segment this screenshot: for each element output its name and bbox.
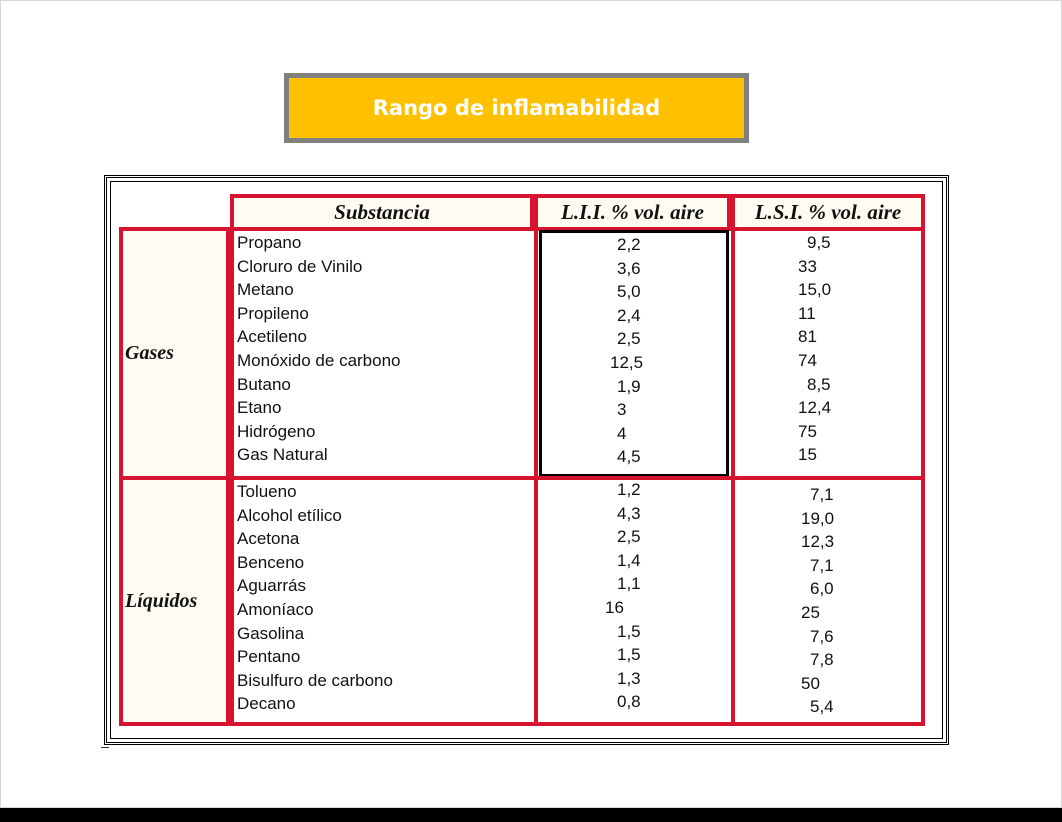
- liquidos-lii-column: 1,2 4,3 2,5 1,4 1,1 16 1,5 1,5 1,3 0,8: [605, 478, 641, 714]
- bottom-bar: [0, 808, 1062, 822]
- lsi-value: 6,0: [810, 579, 834, 599]
- group-label-gases: Gases: [119, 227, 230, 480]
- lii-value: 4: [617, 423, 627, 443]
- lsi-value: 50: [801, 673, 820, 693]
- slide-title: Rango de inflamabilidad: [372, 96, 661, 120]
- lii-value: 3: [617, 400, 627, 420]
- substance-name: Monóxido de carbono: [237, 350, 401, 370]
- lii-value: 1,4: [617, 550, 641, 570]
- header-substance: Substancia: [230, 194, 534, 231]
- lii-value: 2,2: [617, 235, 641, 254]
- gases-lsi-column: 9,5 33 15,0 11 81 74 8,5 12,4 75 15: [798, 231, 831, 467]
- lsi-value: 75: [798, 421, 817, 441]
- lii-value: 0,8: [617, 692, 641, 712]
- substance-name: Propano: [237, 233, 302, 252]
- liquidos-lii-cell: [534, 476, 735, 726]
- lii-value: 2,5: [617, 527, 641, 547]
- gases-substance-cell: [230, 227, 538, 480]
- substance-name: Aguarrás: [237, 576, 306, 596]
- lsi-value: 74: [798, 350, 817, 370]
- lii-value: 4,3: [617, 503, 641, 523]
- stray-tick-mark: [101, 747, 109, 748]
- lsi-value: 7,8: [810, 650, 834, 670]
- substance-name: Amoníaco: [237, 599, 314, 619]
- lsi-value: 7,1: [810, 555, 834, 575]
- lsi-value: 15,0: [798, 280, 832, 300]
- lii-value: 2,5: [617, 329, 641, 349]
- liquidos-lsi-column: 7,1 19,0 12,3 7,1 6,0 25 7,6 7,8 50 5,4: [801, 483, 834, 719]
- gases-names-column: Propano Cloruro de Vinilo Metano Propileno A…: [237, 231, 401, 467]
- lsi-value: 8,5: [807, 374, 831, 394]
- substance-name: Gas Natural: [237, 445, 328, 465]
- substance-name: Acetona: [237, 529, 300, 549]
- lii-value: 3,6: [617, 258, 641, 278]
- lsi-value: 81: [798, 327, 817, 347]
- group-liquidos-label: Líquidos: [125, 589, 198, 612]
- substance-name: Metano: [237, 280, 294, 300]
- lsi-value: 11: [798, 303, 816, 323]
- substance-name: Cloruro de Vinilo: [237, 256, 363, 276]
- lsi-value: 25: [801, 602, 820, 622]
- substance-name: Pentano: [237, 647, 301, 667]
- group-label-liquidos: Líquidos: [119, 476, 230, 726]
- header-lsi: L.S.I. % vol. aire: [731, 194, 925, 231]
- lii-value: 16: [605, 597, 624, 617]
- substance-name: Hidrógeno: [237, 421, 316, 441]
- substance-name: Etano: [237, 398, 282, 418]
- header-lii-label: L.I.I. % vol. aire: [561, 200, 704, 224]
- lsi-value: 15: [798, 445, 817, 465]
- lii-value: 1,5: [617, 621, 641, 641]
- gases-lii-inner-box: [539, 230, 729, 477]
- substance-name: Gasolina: [237, 623, 305, 643]
- lsi-value: 9,5: [807, 233, 831, 252]
- header-lsi-label: L.S.I. % vol. aire: [754, 200, 902, 224]
- gases-lsi-cell: [731, 227, 925, 480]
- lii-value: 1,2: [617, 480, 641, 499]
- lsi-value: 12,3: [801, 532, 835, 552]
- slide-title-box: Rango de inflamabilidad: [284, 73, 749, 143]
- substance-name: Butano: [237, 374, 291, 394]
- lsi-value: 19,0: [801, 508, 835, 528]
- lii-value: 1,1: [617, 574, 641, 594]
- substance-name: Alcohol etílico: [237, 505, 342, 525]
- substance-name: Propileno: [237, 303, 309, 323]
- substance-name: Tolueno: [237, 482, 297, 501]
- substance-name: Benceno: [237, 552, 305, 572]
- lii-value: 4,5: [617, 447, 641, 467]
- substance-name: Bisulfuro de carbono: [237, 670, 393, 690]
- header-lii: L.I.I. % vol. aire: [534, 194, 731, 231]
- lsi-value: 12,4: [798, 398, 832, 418]
- liquidos-names-column: Tolueno Alcohol etílico Acetona Benceno Agua…: [237, 480, 393, 716]
- lii-value: 1,3: [617, 668, 641, 688]
- substance-name: Decano: [237, 694, 296, 714]
- lii-value: 1,5: [617, 645, 641, 665]
- lsi-value: 7,1: [810, 485, 834, 504]
- lii-value: 12,5: [610, 352, 644, 372]
- lsi-value: 33: [798, 256, 817, 276]
- substance-name: Acetileno: [237, 327, 307, 347]
- lii-value: 5,0: [617, 282, 641, 302]
- liquidos-substance-cell: [230, 476, 538, 726]
- lii-value: 1,9: [617, 376, 641, 396]
- header-substance-label: Substancia: [334, 200, 430, 224]
- lii-value: 2,4: [617, 305, 641, 325]
- lsi-value: 7,6: [810, 626, 834, 646]
- liquidos-lsi-cell: [731, 476, 925, 726]
- gases-lii-column: 2,2 3,6 5,0 2,4 2,5 12,5 1,9 3 4 4,5: [601, 233, 643, 469]
- group-gases-label: Gases: [125, 342, 174, 364]
- lsi-value: 5,4: [810, 697, 834, 717]
